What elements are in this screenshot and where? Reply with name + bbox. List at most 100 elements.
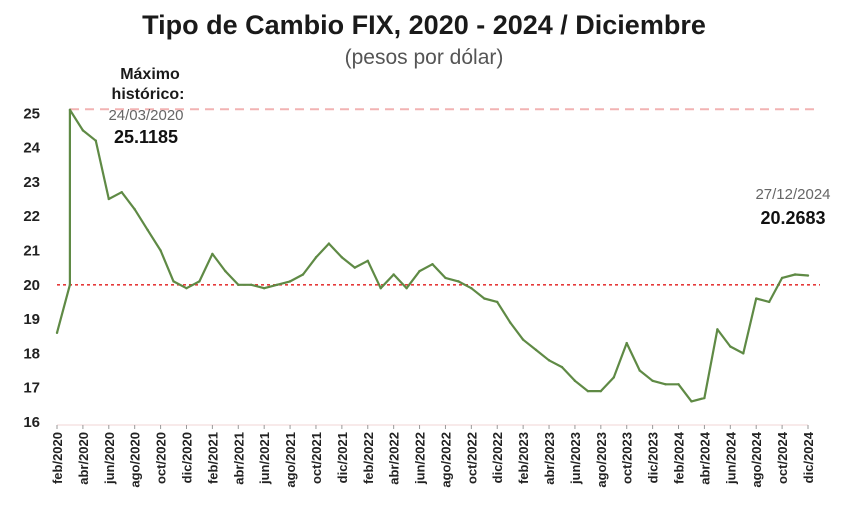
chart-title: Tipo de Cambio FIX, 2020 - 2024 / Diciem…: [142, 10, 706, 40]
annotation-max: Máximo histórico: 24/03/2020 25.1185: [108, 66, 184, 147]
x-tick-label: feb/2022: [361, 432, 376, 484]
annotation-last-date: 27/12/2024: [755, 186, 830, 203]
x-tick-label: feb/2020: [50, 432, 65, 484]
annotation-max-value: 25.1185: [114, 127, 178, 147]
x-tick-label: dic/2024: [801, 431, 816, 483]
data-point: [68, 283, 72, 286]
annotation-max-label-line1: Máximo: [120, 66, 180, 83]
data-point: [703, 396, 706, 400]
y-tick-label: 20: [23, 277, 40, 294]
data-point: [755, 297, 758, 300]
x-tick-label: oct/2024: [775, 431, 790, 484]
data-point: [120, 190, 123, 194]
x-tick-label: dic/2021: [335, 432, 350, 483]
data-point: [275, 283, 279, 286]
x-tick-label: dic/2022: [490, 432, 505, 483]
x-tick-label: ago/2021: [283, 432, 298, 488]
annotation-max-label-line2: histórico:: [112, 86, 185, 103]
y-tick-label: 25: [23, 105, 40, 122]
x-tick-label: ago/2023: [594, 432, 609, 488]
data-point: [237, 283, 240, 286]
data-point: [716, 328, 719, 331]
data-point: [392, 273, 395, 276]
data-point: [340, 256, 344, 259]
data-point: [586, 389, 590, 393]
data-point: [547, 359, 551, 362]
y-tick-label: 18: [23, 345, 40, 362]
y-tick-label: 22: [23, 208, 40, 225]
data-point: [146, 228, 149, 232]
data-point: [81, 129, 85, 132]
data-point: [55, 331, 59, 335]
data-point: [625, 341, 628, 345]
data-point: [198, 280, 201, 283]
x-tick-label: abr/2023: [542, 432, 557, 485]
series-line: [55, 108, 809, 403]
y-tick-label: 23: [23, 174, 40, 191]
data-point: [250, 283, 253, 286]
y-tick-label: 21: [23, 242, 40, 259]
x-tick-label: oct/2020: [154, 432, 169, 484]
data-point: [262, 287, 266, 290]
data-point: [767, 300, 771, 304]
data-point: [638, 369, 641, 372]
data-point: [327, 242, 331, 245]
data-point: [496, 300, 499, 304]
data-point: [68, 108, 72, 112]
data-point: [793, 273, 797, 276]
x-tick-label: oct/2022: [464, 432, 479, 484]
x-tick-label: dic/2020: [179, 432, 194, 483]
data-point: [159, 249, 162, 252]
data-point: [651, 379, 654, 383]
x-tick-label: jun/2022: [413, 432, 428, 485]
y-tick-label: 17: [23, 380, 40, 397]
data-point: [353, 266, 357, 269]
data-point: [314, 256, 318, 259]
y-axis: 16 17 18 19 20 21 22 23 24 25: [23, 105, 40, 431]
plot-area: [55, 108, 810, 403]
data-point: [405, 287, 408, 290]
x-tick-label: ago/2024: [749, 431, 764, 487]
x-tick-label: abr/2024: [697, 431, 712, 485]
x-tick-label: feb/2024: [672, 431, 687, 484]
data-point: [457, 280, 460, 283]
data-point: [379, 287, 382, 290]
x-tick-label: dic/2023: [646, 432, 661, 483]
x-axis: feb/2020 abr/2020 jun/2020 ago/2020 oct/2020…: [50, 424, 816, 488]
x-tick-label: abr/2021: [231, 432, 246, 485]
data-point: [133, 208, 136, 211]
data-point: [211, 252, 214, 256]
x-tick-label: feb/2023: [516, 432, 531, 484]
x-tick-label: jun/2024: [723, 431, 738, 485]
chart-subtitle: (pesos por dólar): [345, 46, 504, 69]
data-point: [806, 274, 810, 277]
data-point: [690, 400, 693, 403]
data-point: [301, 273, 305, 276]
x-tick-label: jun/2021: [257, 432, 272, 485]
x-tick-label: feb/2021: [205, 432, 220, 484]
data-point: [612, 376, 615, 379]
x-tick-label: abr/2020: [76, 432, 91, 485]
data-point: [483, 297, 486, 300]
data-point: [780, 276, 784, 280]
data-point: [431, 263, 434, 266]
data-point: [288, 280, 292, 283]
data-point: [172, 280, 175, 283]
x-tick-label: ago/2022: [438, 432, 453, 488]
data-point: [534, 348, 538, 352]
x-tick-label: jun/2020: [102, 432, 117, 485]
data-point: [418, 269, 421, 273]
data-point: [742, 352, 745, 355]
data-point: [470, 287, 473, 290]
data-point: [729, 345, 732, 348]
reference-lines: [57, 108, 820, 286]
data-point: [444, 276, 447, 280]
annotation-max-date: 24/03/2020: [108, 107, 183, 124]
data-point: [677, 383, 680, 386]
x-tick-label: jun/2023: [568, 432, 583, 485]
data-point: [521, 338, 525, 341]
y-tick-label: 19: [23, 311, 40, 328]
data-point: [664, 383, 667, 386]
y-tick-label: 24: [23, 140, 40, 157]
